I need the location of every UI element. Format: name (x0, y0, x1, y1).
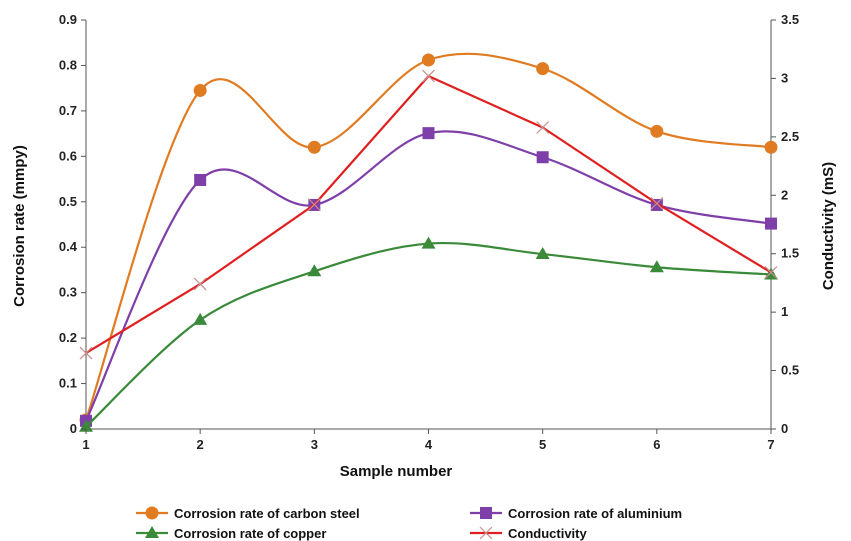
data-point (764, 140, 778, 154)
y2-tick-label: 3.5 (781, 12, 799, 27)
tick-layer: 0 0.1 0.2 0.3 0.4 0.5 0.6 0.7 0.8 0.9 0 0.5 1 1.5 2 2.5… (59, 12, 799, 452)
x-tick-label: 5 (539, 437, 546, 452)
legend-item: Corrosion rate of aluminium (470, 506, 682, 521)
data-point (765, 217, 777, 230)
y2-tick-label: 1.5 (781, 246, 799, 261)
y-tick-label: 0.3 (59, 285, 77, 300)
x-marker-stroke (650, 197, 664, 210)
legend-label: Corrosion rate of copper (174, 526, 326, 541)
legend: Corrosion rate of carbon steel Corrosion … (136, 506, 682, 541)
data-point (535, 247, 550, 260)
y2-tick-label: 2.5 (781, 129, 799, 144)
x-marker-stroke (536, 121, 550, 134)
data-point (194, 173, 207, 186)
y-tick-label: 0 (70, 421, 77, 436)
legend-marker (145, 506, 159, 520)
data-point (536, 121, 550, 134)
data-point (536, 151, 549, 164)
x-tick-label: 1 (82, 437, 89, 452)
series-line (85, 74, 772, 354)
x-tick-label: 2 (197, 437, 204, 452)
data-point (79, 346, 93, 360)
y2-tick-label: 1 (781, 304, 788, 319)
y-tick-label: 0.5 (59, 194, 77, 209)
y2-tick-label: 2 (781, 187, 788, 202)
data-point (193, 83, 207, 97)
y2-tick-label: 3 (781, 70, 788, 85)
y-tick-label: 0.7 (59, 103, 77, 118)
data-point (193, 312, 208, 325)
series-2 (80, 127, 777, 427)
legend-label: Corrosion rate of carbon steel (174, 506, 360, 521)
y-tick-label: 0.8 (59, 57, 77, 72)
x-tick-label: 3 (311, 437, 318, 452)
data-point (650, 124, 664, 138)
data-point (307, 198, 321, 212)
x-axis-title: Sample number (340, 463, 453, 480)
data-point (649, 260, 664, 273)
legend-marker (145, 526, 159, 538)
x-tick-label: 4 (425, 437, 433, 452)
x-marker-stroke (193, 277, 207, 291)
data-point (422, 69, 435, 83)
y-tick-label: 0.9 (59, 12, 77, 27)
y-tick-label: 0.4 (59, 239, 78, 254)
series-3 (79, 236, 778, 432)
x-marker-stroke (307, 198, 321, 212)
data-point (764, 265, 778, 279)
x-tick-label: 6 (653, 437, 660, 452)
y-tick-label: 0.2 (59, 330, 77, 345)
y-axis-title: Corrosion rate (mmpy) (11, 145, 28, 307)
plot-frame (85, 20, 772, 430)
legend-item: Corrosion rate of copper (136, 526, 326, 541)
data-point (536, 62, 550, 76)
data-point (650, 197, 664, 210)
legend-label: Corrosion rate of aluminium (508, 506, 682, 521)
data-point (421, 236, 436, 249)
data-point (307, 264, 322, 277)
data-point (307, 140, 321, 154)
series-layer (79, 52, 778, 432)
legend-label: Conductivity (508, 526, 587, 541)
series-line (85, 130, 772, 422)
legend-item: Conductivity (470, 526, 587, 541)
legend-marker (479, 526, 493, 540)
y-tick-label: 0.6 (59, 148, 77, 163)
series-4 (79, 69, 778, 360)
y2-axis-title: Conductivity (mS) (820, 162, 837, 290)
legend-marker (480, 507, 492, 519)
data-point (422, 53, 435, 67)
x-marker-stroke (79, 346, 93, 360)
x-marker-stroke (479, 526, 493, 540)
legend-item: Corrosion rate of carbon steel (136, 506, 360, 521)
x-marker-stroke (422, 69, 435, 83)
series-line (85, 241, 772, 428)
x-marker-stroke (764, 265, 778, 279)
x-tick-label: 7 (767, 437, 774, 452)
y-tick-label: 0.1 (59, 376, 77, 391)
data-point (422, 127, 435, 140)
y2-tick-label: 0 (781, 421, 788, 436)
series-line (84, 52, 772, 421)
y2-tick-label: 0.5 (781, 363, 799, 378)
data-point (193, 277, 207, 291)
